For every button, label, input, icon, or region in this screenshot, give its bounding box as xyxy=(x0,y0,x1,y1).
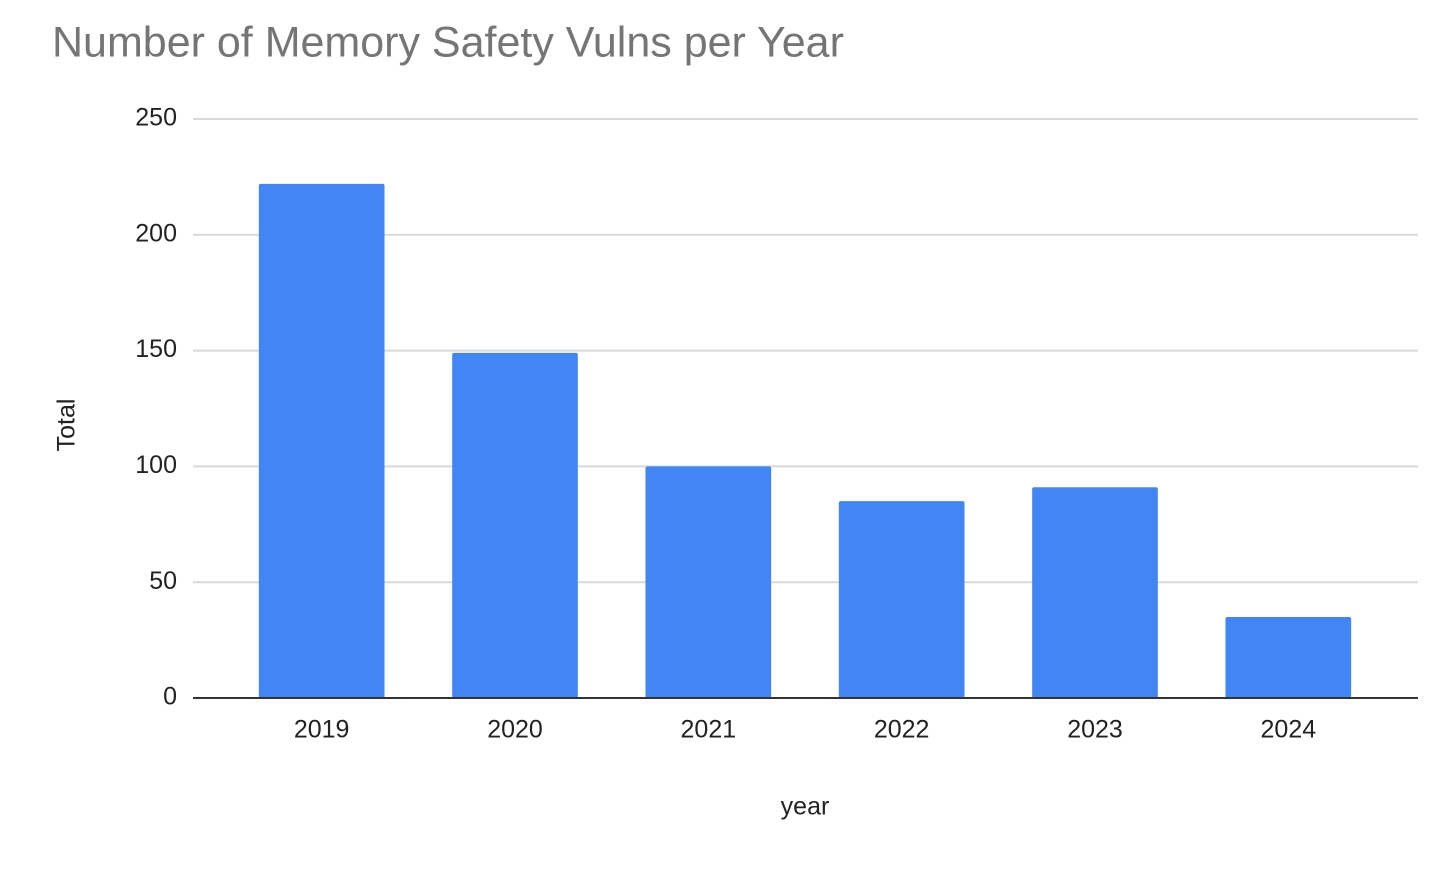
y-tick-label: 200 xyxy=(135,219,177,247)
x-tick-label: 2024 xyxy=(1261,716,1317,744)
y-tick-label: 50 xyxy=(149,567,177,595)
y-tick-label: 150 xyxy=(135,335,177,363)
bar xyxy=(452,352,578,698)
y-tick-label: 0 xyxy=(163,683,177,711)
chart-title: Number of Memory Safety Vulns per Year xyxy=(52,18,844,66)
x-axis-label: year xyxy=(781,793,830,821)
bar xyxy=(838,501,965,698)
x-tick-label: 2019 xyxy=(294,716,350,744)
x-tick-label: 2023 xyxy=(1067,716,1123,744)
x-tick-label: 2020 xyxy=(487,716,543,744)
x-tick-label: 2022 xyxy=(874,716,930,744)
y-axis-label: Total xyxy=(53,399,81,452)
x-tick-label: 2021 xyxy=(681,716,737,744)
y-tick-label: 100 xyxy=(135,451,177,479)
bar xyxy=(258,183,385,698)
bar xyxy=(645,466,772,698)
bar xyxy=(1032,487,1158,698)
bar xyxy=(1225,616,1352,698)
y-tick-label: 250 xyxy=(135,104,177,132)
